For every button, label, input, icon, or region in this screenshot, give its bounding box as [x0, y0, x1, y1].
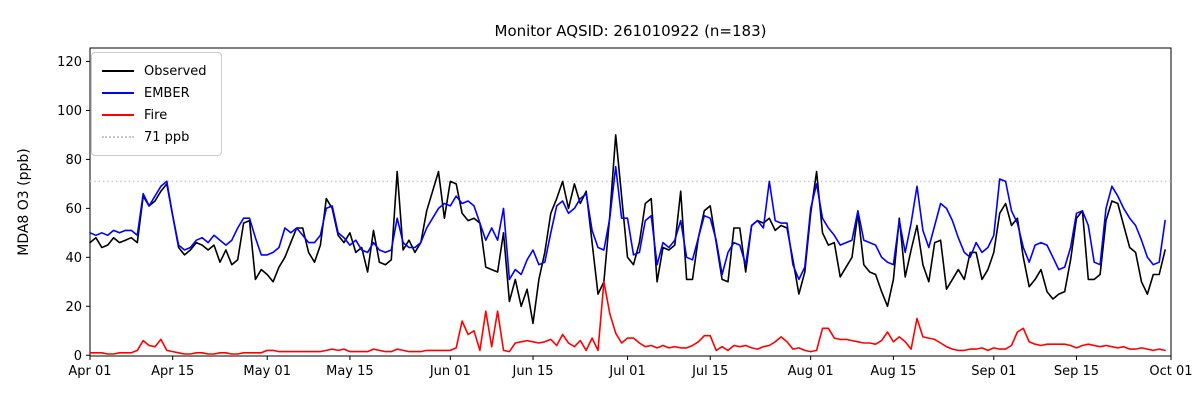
legend: Observed EMBER Fire 71 ppb: [91, 52, 222, 156]
legend-swatch-line: [102, 92, 134, 94]
legend-label: Fire: [144, 107, 168, 123]
y-tick-label: 80: [65, 153, 82, 168]
y-tick-label: 0: [74, 349, 82, 364]
y-tick-label: 40: [65, 251, 82, 266]
chart-title: Monitor AQSID: 261010922 (n=183): [494, 22, 767, 40]
legend-swatch-line: [102, 114, 134, 116]
x-tick-label: May 01: [243, 364, 291, 379]
legend-item-observed: Observed: [102, 60, 207, 82]
legend-label: 71 ppb: [144, 129, 190, 145]
x-tick-label: Jun 01: [429, 364, 471, 379]
x-tick-label: Oct 01: [1149, 364, 1192, 379]
y-tick-label: 120: [57, 55, 82, 70]
x-tick-label: Apr 15: [151, 364, 194, 379]
x-tick-label: Aug 15: [870, 364, 916, 379]
x-tick-label: May 15: [326, 364, 374, 379]
y-tick-label: 20: [65, 300, 82, 315]
x-tick-label: Jul 15: [691, 364, 728, 379]
legend-item-fire: Fire: [102, 104, 207, 126]
x-tick-label: Jul 01: [608, 364, 645, 379]
legend-swatch-line: [102, 70, 134, 72]
y-tick-label: 60: [65, 202, 82, 217]
legend-item-71-ppb: 71 ppb: [102, 126, 207, 148]
legend-item-ember: EMBER: [102, 82, 207, 104]
legend-swatch-dotted: [102, 136, 134, 138]
observed-line: [89, 134, 1166, 325]
ember-line: [89, 165, 1166, 281]
y-axis-label: MDA8 O3 (ppb): [16, 148, 32, 256]
fire-line: [89, 280, 1166, 355]
legend-label: Observed: [144, 63, 207, 79]
x-tick-label: Sep 01: [971, 364, 1016, 379]
x-tick-label: Sep 15: [1054, 364, 1099, 379]
x-tick-label: Apr 01: [68, 364, 111, 379]
axes-frame: [89, 47, 1172, 357]
x-tick-label: Aug 01: [788, 364, 834, 379]
y-tick-label: 100: [57, 104, 82, 119]
x-tick-label: Jun 15: [512, 364, 554, 379]
legend-label: EMBER: [144, 85, 190, 101]
